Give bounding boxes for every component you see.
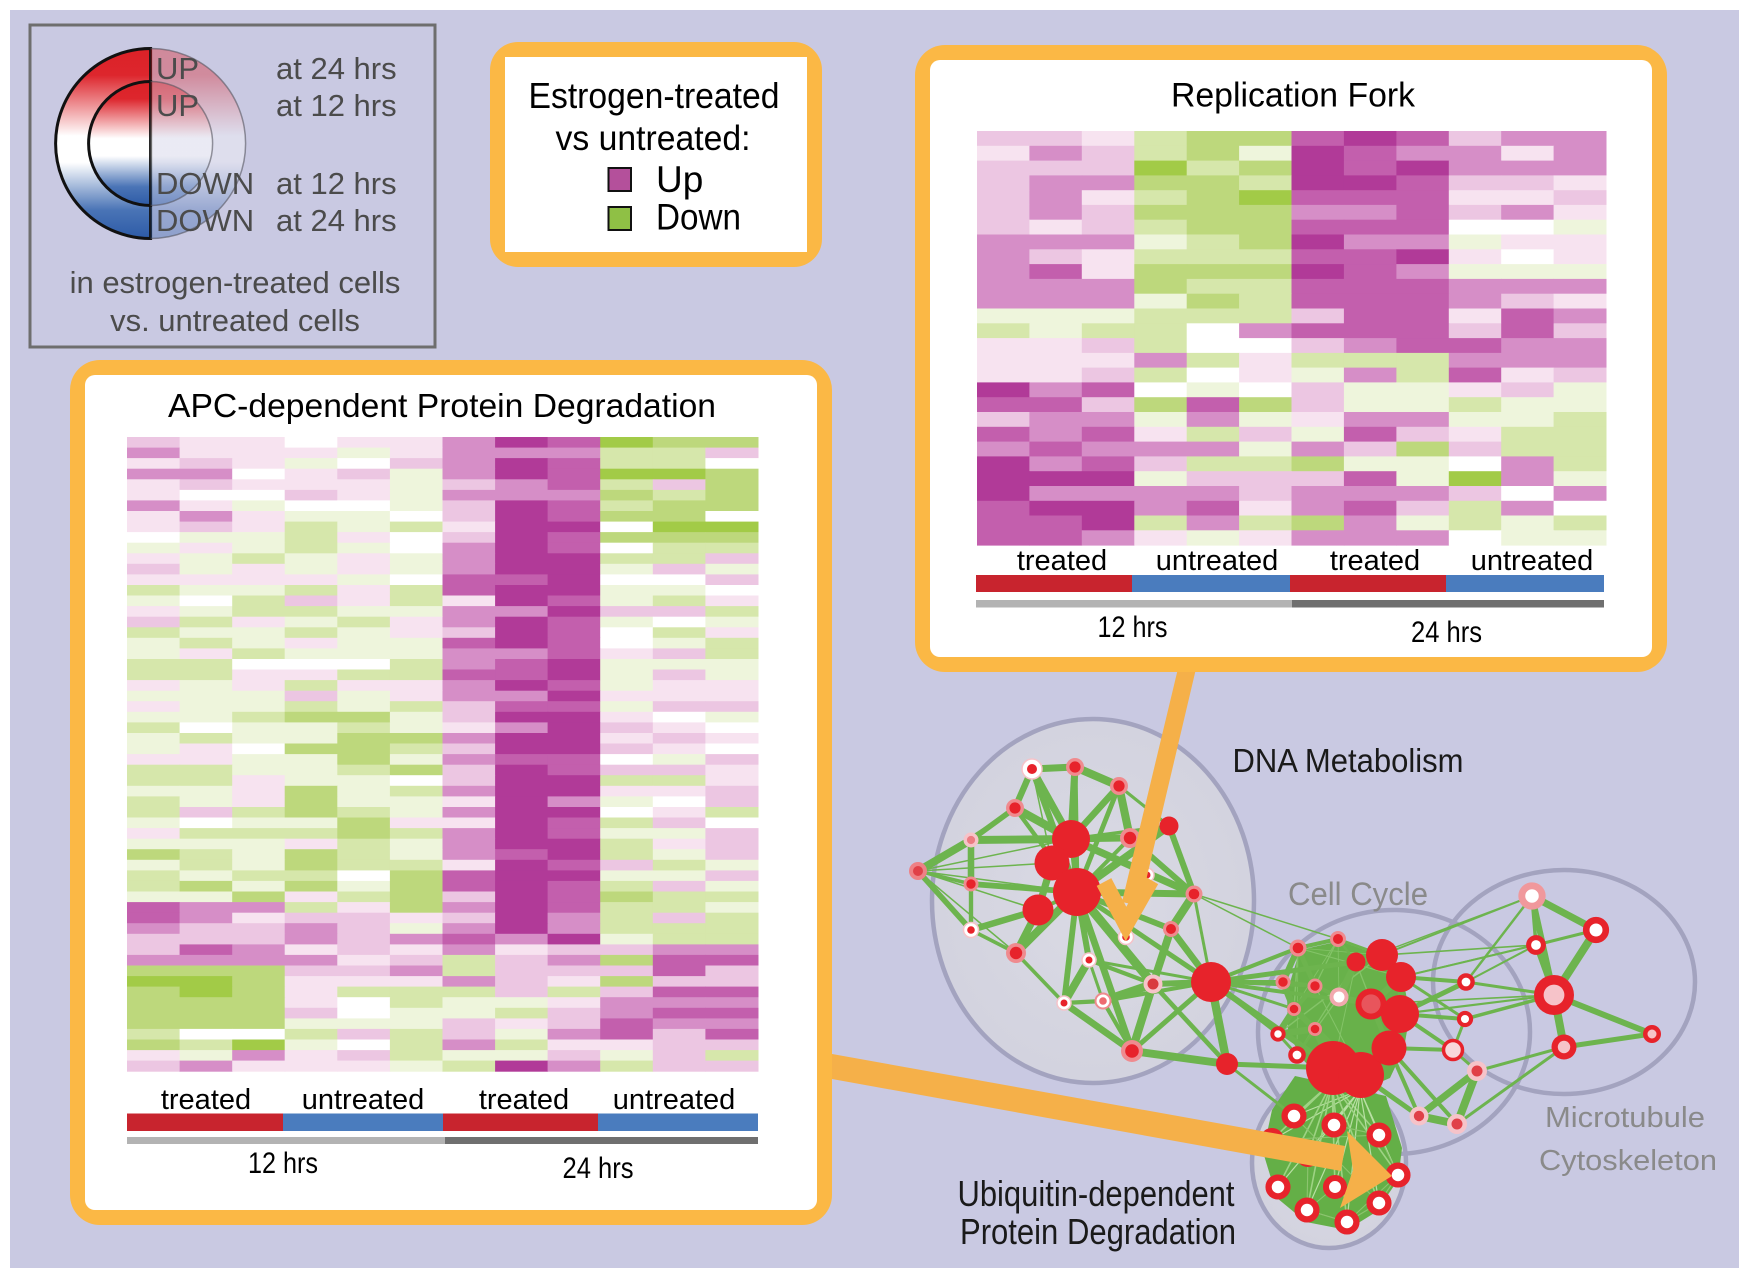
svg-text:24 hrs: 24 hrs xyxy=(563,1152,634,1185)
svg-text:Cell Cycle: Cell Cycle xyxy=(1288,876,1428,912)
svg-text:Up: Up xyxy=(656,159,703,200)
svg-text:Microtubule: Microtubule xyxy=(1545,1102,1705,1134)
svg-text:DNA Metabolism: DNA Metabolism xyxy=(1233,743,1464,780)
svg-text:UP: UP xyxy=(156,51,199,86)
svg-text:Down: Down xyxy=(656,197,741,238)
svg-text:Protein Degradation: Protein Degradation xyxy=(960,1211,1236,1252)
svg-text:12 hrs: 12 hrs xyxy=(1098,611,1168,644)
svg-text:untreated: untreated xyxy=(302,1084,425,1116)
svg-text:untreated: untreated xyxy=(613,1084,736,1116)
svg-text:Estrogen-treated: Estrogen-treated xyxy=(529,75,780,116)
svg-text:untreated: untreated xyxy=(1156,545,1279,577)
svg-text:treated: treated xyxy=(161,1084,251,1116)
svg-text:at 24 hrs: at 24 hrs xyxy=(276,51,397,86)
svg-text:24 hrs: 24 hrs xyxy=(1411,616,1482,649)
svg-text:in estrogen-treated cells: in estrogen-treated cells xyxy=(70,265,401,300)
svg-text:treated: treated xyxy=(479,1084,569,1116)
svg-text:12 hrs: 12 hrs xyxy=(248,1147,318,1180)
svg-text:at 24 hrs: at 24 hrs xyxy=(276,203,397,238)
svg-text:Ubiquitin-dependent: Ubiquitin-dependent xyxy=(958,1173,1235,1214)
svg-text:DOWN: DOWN xyxy=(156,166,254,201)
svg-text:Cytoskeleton: Cytoskeleton xyxy=(1539,1145,1717,1177)
svg-text:DOWN: DOWN xyxy=(156,203,254,238)
svg-text:at 12 hrs: at 12 hrs xyxy=(276,88,397,123)
svg-text:APC-dependent Protein Degradat: APC-dependent Protein Degradation xyxy=(168,387,716,424)
svg-text:vs. untreated cells: vs. untreated cells xyxy=(110,303,360,338)
svg-text:treated: treated xyxy=(1017,545,1107,577)
svg-text:at 12 hrs: at 12 hrs xyxy=(276,166,397,201)
svg-text:Replication Fork: Replication Fork xyxy=(1171,77,1416,115)
svg-text:UP: UP xyxy=(156,88,199,123)
svg-text:vs untreated:: vs untreated: xyxy=(556,119,751,158)
svg-text:treated: treated xyxy=(1330,545,1420,577)
svg-text:untreated: untreated xyxy=(1471,545,1594,577)
